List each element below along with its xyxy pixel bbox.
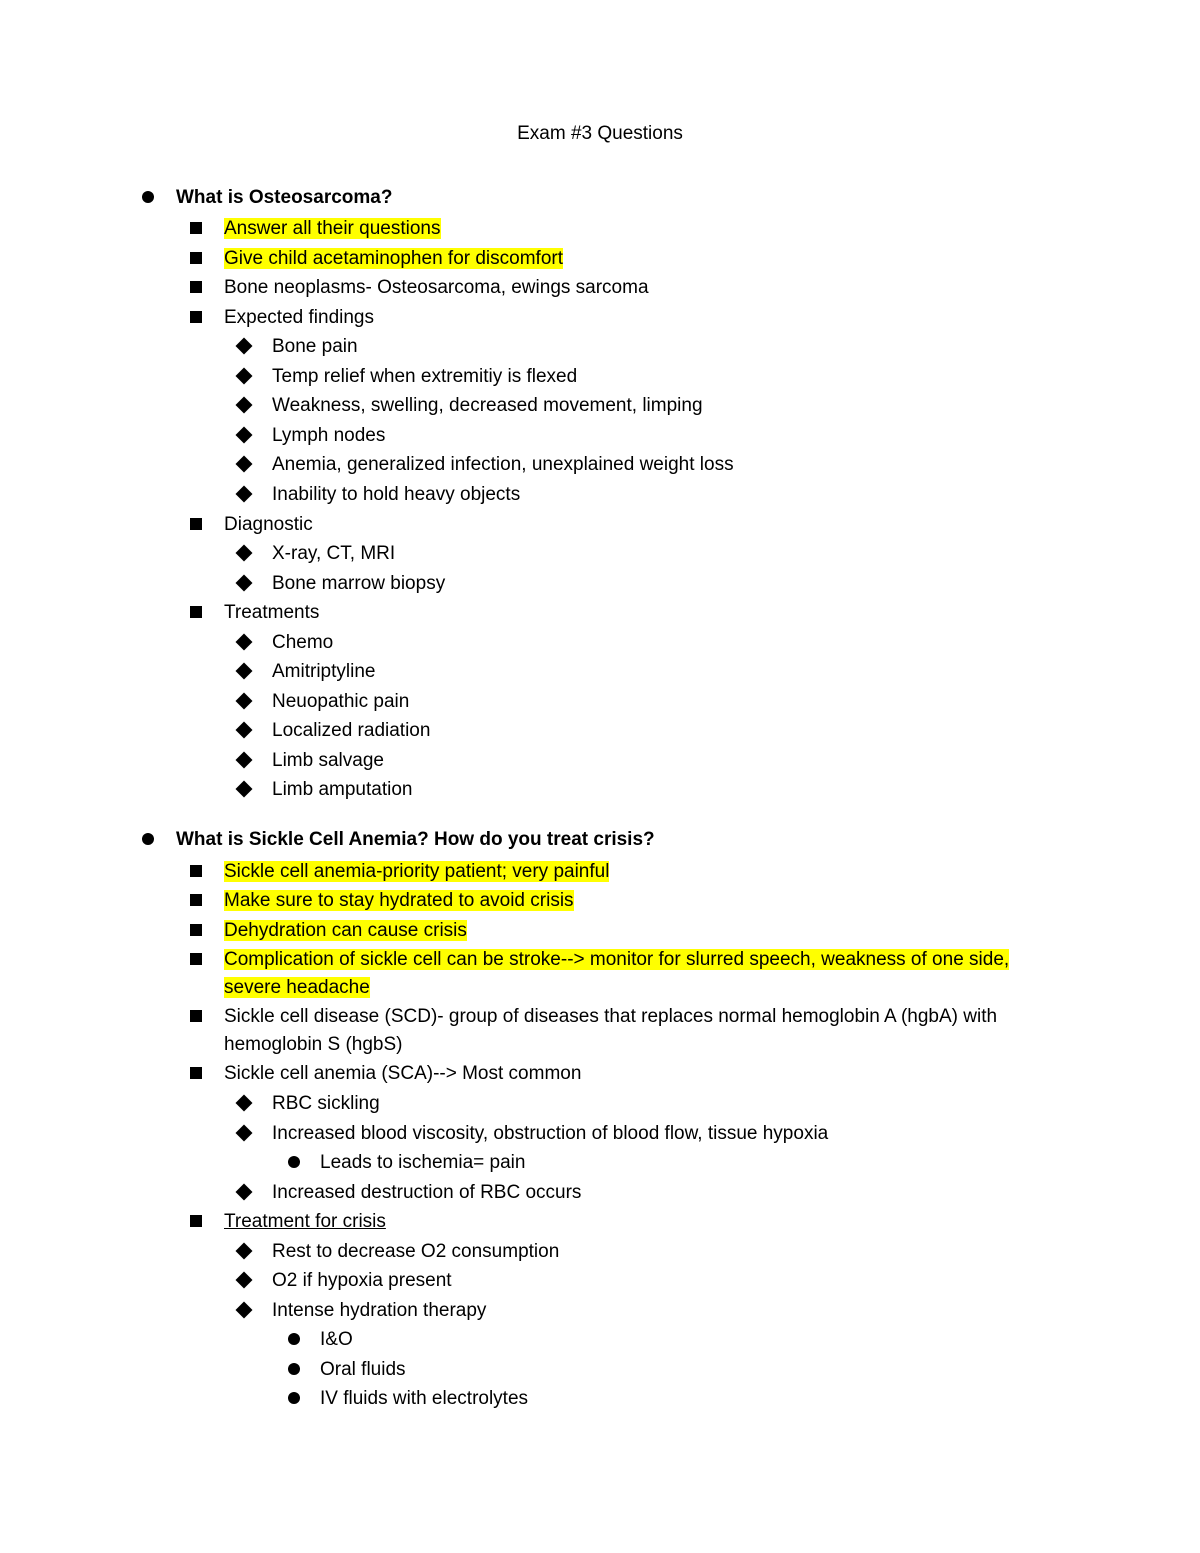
outline-item-l3: X-ray, CT, MRI bbox=[130, 540, 1070, 568]
outline-item-text: I&O bbox=[320, 1329, 353, 1350]
outline-item-l2: Dehydration can cause crisis bbox=[130, 917, 1070, 945]
outline-item-l3: Localized radiation bbox=[130, 717, 1070, 745]
outline-item-l3: Chemo bbox=[130, 629, 1070, 657]
outline-item-l4: IV fluids with electrolytes bbox=[130, 1385, 1070, 1413]
outline-item-l3: Bone pain bbox=[130, 333, 1070, 361]
outline-content: What is Osteosarcoma? Answer all their qu… bbox=[130, 184, 1070, 1413]
outline-item-l3: Bone marrow biopsy bbox=[130, 570, 1070, 598]
outline-item-l2: Give child acetaminophen for discomfort bbox=[130, 245, 1070, 273]
topic: What is Sickle Cell Anemia? How do you t… bbox=[130, 826, 1070, 1413]
outline-item-text: Make sure to stay hydrated to avoid cris… bbox=[224, 890, 574, 911]
outline-item-l2: Treatment for crisis bbox=[130, 1208, 1070, 1236]
outline-item-text: Complication of sickle cell can be strok… bbox=[224, 949, 1009, 998]
outline-item-l3: Neuopathic pain bbox=[130, 688, 1070, 716]
outline-item-text: Bone marrow biopsy bbox=[272, 573, 445, 594]
outline-item-l2: Sickle cell anemia-priority patient; ver… bbox=[130, 858, 1070, 886]
topic-heading: What is Osteosarcoma? bbox=[130, 184, 1070, 212]
outline-item-text: Sickle cell anemia (SCA)--> Most common bbox=[224, 1063, 581, 1084]
outline-item-text: Lymph nodes bbox=[272, 425, 385, 446]
outline-item-text: Intense hydration therapy bbox=[272, 1300, 486, 1321]
outline-item-text: Sickle cell anemia-priority patient; ver… bbox=[224, 861, 609, 882]
outline-item-text: Leads to ischemia= pain bbox=[320, 1152, 525, 1173]
outline-item-text: Limb salvage bbox=[272, 750, 384, 771]
outline-item-text: Sickle cell disease (SCD)- group of dise… bbox=[224, 1006, 997, 1055]
outline-item-text: Localized radiation bbox=[272, 720, 430, 741]
outline-item-l3: Rest to decrease O2 consumption bbox=[130, 1238, 1070, 1266]
outline-item-text: Answer all their questions bbox=[224, 218, 441, 239]
page-title: Exam #3 Questions bbox=[130, 120, 1070, 148]
outline-item-l3: Increased blood viscosity, obstruction o… bbox=[130, 1120, 1070, 1148]
outline-item-text: Give child acetaminophen for discomfort bbox=[224, 248, 563, 269]
outline-item-l3: Limb salvage bbox=[130, 747, 1070, 775]
outline-item-text: Diagnostic bbox=[224, 514, 313, 535]
outline-item-text: Treatments bbox=[224, 602, 319, 623]
outline-item-text: Temp relief when extremitiy is flexed bbox=[272, 366, 577, 387]
outline-item-l2: Sickle cell anemia (SCA)--> Most common bbox=[130, 1060, 1070, 1088]
topic: What is Osteosarcoma? Answer all their qu… bbox=[130, 184, 1070, 804]
outline-item-l3: O2 if hypoxia present bbox=[130, 1267, 1070, 1295]
outline-item-l2: Make sure to stay hydrated to avoid cris… bbox=[130, 887, 1070, 915]
outline-item-text: Bone neoplasms- Osteosarcoma, ewings sar… bbox=[224, 277, 649, 298]
outline-item-text: Amitriptyline bbox=[272, 661, 375, 682]
outline-item-l2: Sickle cell disease (SCD)- group of dise… bbox=[130, 1003, 1070, 1058]
outline-item-text: Rest to decrease O2 consumption bbox=[272, 1241, 559, 1262]
outline-item-l2: Diagnostic bbox=[130, 511, 1070, 539]
outline-item-text: Dehydration can cause crisis bbox=[224, 920, 467, 941]
outline-item-text: IV fluids with electrolytes bbox=[320, 1388, 528, 1409]
outline-item-text: Increased destruction of RBC occurs bbox=[272, 1182, 581, 1203]
outline-item-l3: Temp relief when extremitiy is flexed bbox=[130, 363, 1070, 391]
outline-item-l3: Inability to hold heavy objects bbox=[130, 481, 1070, 509]
outline-item-text: Anemia, generalized infection, unexplain… bbox=[272, 454, 734, 475]
outline-item-l3: Weakness, swelling, decreased movement, … bbox=[130, 392, 1070, 420]
outline-item-text: RBC sickling bbox=[272, 1093, 380, 1114]
outline-item-text: Chemo bbox=[272, 632, 333, 653]
outline-item-text: Weakness, swelling, decreased movement, … bbox=[272, 395, 703, 416]
outline-item-l2: Treatments bbox=[130, 599, 1070, 627]
outline-item-l2: Complication of sickle cell can be strok… bbox=[130, 946, 1070, 1001]
outline-item-text: Increased blood viscosity, obstruction o… bbox=[272, 1123, 828, 1144]
outline-item-l3: Amitriptyline bbox=[130, 658, 1070, 686]
outline-item-l2: Expected findings bbox=[130, 304, 1070, 332]
outline-item-text: O2 if hypoxia present bbox=[272, 1270, 452, 1291]
outline-item-l3: Intense hydration therapy bbox=[130, 1297, 1070, 1325]
outline-item-l4: Leads to ischemia= pain bbox=[130, 1149, 1070, 1177]
topic-heading: What is Sickle Cell Anemia? How do you t… bbox=[130, 826, 1070, 854]
outline-item-text: Limb amputation bbox=[272, 779, 412, 800]
outline-item-text: Treatment for crisis bbox=[224, 1211, 386, 1232]
outline-item-text: Neuopathic pain bbox=[272, 691, 409, 712]
outline-item-l3: Increased destruction of RBC occurs bbox=[130, 1179, 1070, 1207]
outline-item-text: Bone pain bbox=[272, 336, 358, 357]
outline-item-l3: Limb amputation bbox=[130, 776, 1070, 804]
outline-item-text: Inability to hold heavy objects bbox=[272, 484, 520, 505]
outline-item-l4: Oral fluids bbox=[130, 1356, 1070, 1384]
outline-item-text: Oral fluids bbox=[320, 1359, 406, 1380]
outline-item-l4: I&O bbox=[130, 1326, 1070, 1354]
outline-item-l2: Bone neoplasms- Osteosarcoma, ewings sar… bbox=[130, 274, 1070, 302]
outline-item-l2: Answer all their questions bbox=[130, 215, 1070, 243]
outline-item-l3: Anemia, generalized infection, unexplain… bbox=[130, 451, 1070, 479]
outline-item-text: X-ray, CT, MRI bbox=[272, 543, 395, 564]
outline-item-l3: Lymph nodes bbox=[130, 422, 1070, 450]
outline-item-text: Expected findings bbox=[224, 307, 374, 328]
outline-item-l3: RBC sickling bbox=[130, 1090, 1070, 1118]
